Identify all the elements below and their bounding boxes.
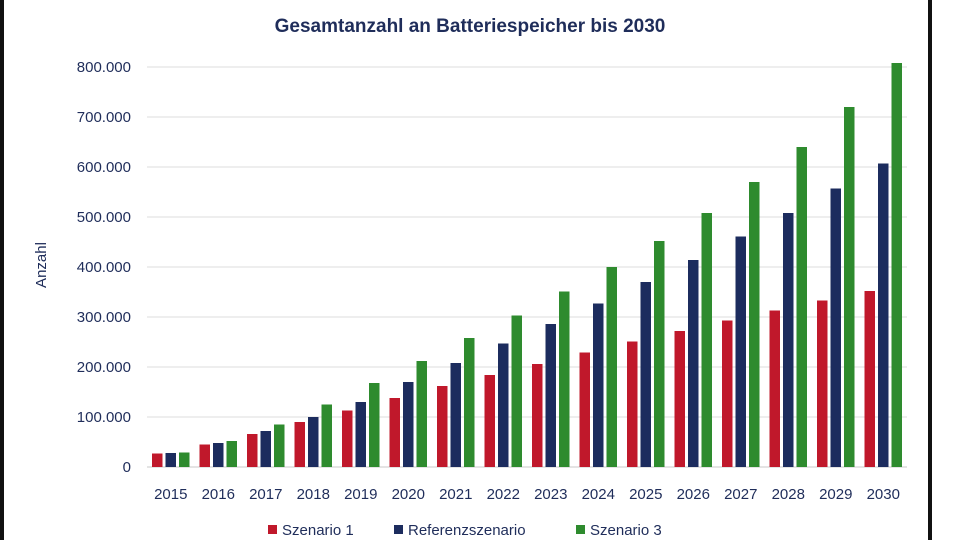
bar [464,338,475,467]
x-tick-label: 2030 [867,486,900,503]
y-tick-labels: 0 100.000 200.000 300.000 400.000 500.000 600.… [77,59,131,476]
chart-title: Gesamtanzahl an Batteriespeicher bis 203… [275,16,666,37]
x-tick-label: 2020 [392,486,425,503]
bar [864,291,875,467]
bar [735,236,746,467]
bar [321,404,332,467]
bar [389,398,400,467]
bar [783,213,794,467]
bar [559,291,570,467]
bar [640,282,651,467]
y-tick-label: 600.000 [77,159,131,176]
bar [688,260,699,467]
x-tick-label: 2025 [629,486,662,503]
bar [511,315,522,467]
bar [403,382,414,467]
bar [579,352,590,467]
x-tick-label: 2021 [439,486,472,503]
bar [355,402,366,467]
x-tick-label: 2019 [344,486,377,503]
x-tick-label: 2015 [154,486,187,503]
bar [844,107,855,467]
bar [199,444,210,467]
bar [179,452,190,467]
x-tick-label: 2018 [297,486,330,503]
bar [796,147,807,467]
bar [369,383,380,467]
bar [294,422,305,467]
bar [226,441,237,467]
bar [722,320,733,467]
bar [274,424,285,467]
bar [152,453,163,467]
bar [308,417,319,467]
y-tick-label: 300.000 [77,309,131,326]
legend-swatch [394,525,403,534]
bar [416,361,427,467]
y-tick-label: 700.000 [77,109,131,126]
x-tick-label: 2027 [724,486,757,503]
bar [342,410,353,467]
bar [627,341,638,467]
bar [769,310,780,467]
bar [260,431,271,467]
x-tick-labels: 2015 2016 2017 2018 2019 2020 2021 2022 2023 2024… [154,486,900,503]
x-tick-label: 2017 [249,486,282,503]
y-axis-label: Anzahl [33,242,50,288]
bars [152,63,902,467]
bar [165,453,176,467]
y-tick-label: 400.000 [77,259,131,276]
bar [450,363,461,467]
x-tick-label: 2022 [487,486,520,503]
legend-swatch [576,525,585,534]
bar [532,364,543,467]
x-tick-label: 2026 [677,486,710,503]
bar [437,386,448,467]
bar [654,241,665,467]
y-tick-label: 100.000 [77,409,131,426]
bar [749,182,760,467]
y-tick-label: 0 [123,459,131,476]
bar [606,267,617,467]
right-frame-border [928,0,932,540]
left-frame-border [0,0,4,540]
legend-label: Referenzszenario [408,522,526,539]
bar [545,324,556,467]
y-tick-label: 500.000 [77,209,131,226]
x-tick-label: 2029 [819,486,852,503]
legend-label: Szenario 1 [282,522,354,539]
y-tick-label: 200.000 [77,359,131,376]
bar [878,163,889,467]
bar [891,63,902,467]
legend-swatch [268,525,277,534]
bar [498,343,509,467]
bar [247,434,258,467]
bar [674,331,685,467]
bar [484,375,495,467]
bar [830,188,841,467]
x-tick-label: 2016 [202,486,235,503]
bar [593,303,604,467]
bar [701,213,712,467]
x-tick-label: 2024 [582,486,615,503]
x-tick-label: 2028 [772,486,805,503]
bar [817,300,828,467]
x-tick-label: 2023 [534,486,567,503]
legend: Szenario 1 Referenzszenario Szenario 3 [268,522,662,539]
y-tick-label: 800.000 [77,59,131,76]
gridlines [147,66,907,468]
bar [213,443,224,467]
legend-label: Szenario 3 [590,522,662,539]
